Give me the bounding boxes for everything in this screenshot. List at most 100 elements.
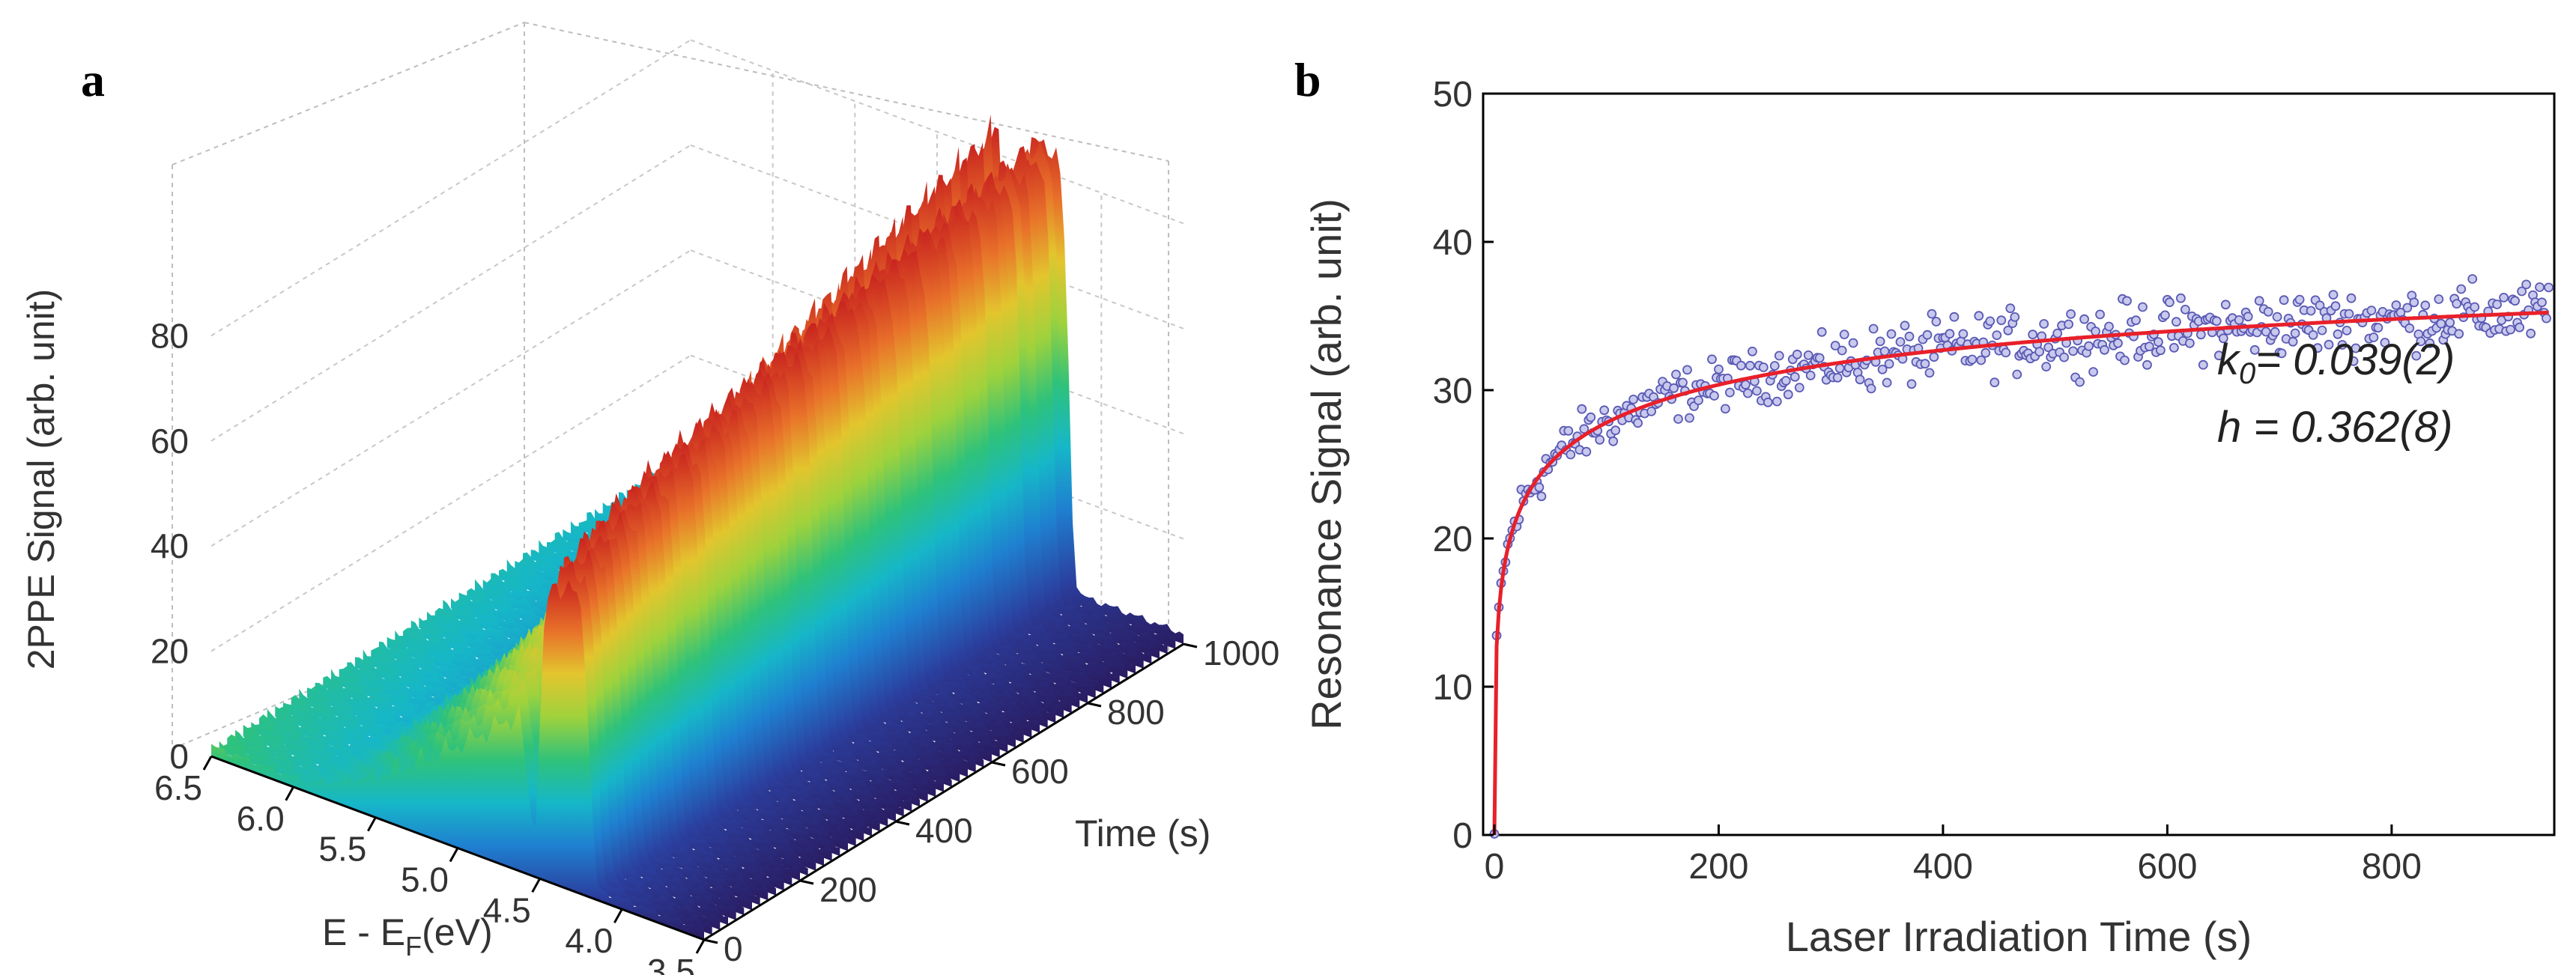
data-point xyxy=(2160,310,2170,321)
y-tick-label: 0 xyxy=(1452,816,1473,856)
data-point xyxy=(2454,329,2464,339)
data-point xyxy=(1868,324,1879,334)
data-point xyxy=(1781,375,1791,386)
data-point xyxy=(1747,346,1757,356)
data-point xyxy=(2270,326,2280,337)
data-point xyxy=(1967,354,1978,365)
data-point xyxy=(2213,350,2224,361)
data-point xyxy=(1794,383,1804,392)
data-point xyxy=(2315,300,2325,311)
data-point xyxy=(1669,383,1679,393)
data-point xyxy=(1996,315,2007,326)
data-point xyxy=(2348,356,2359,366)
data-point xyxy=(2526,328,2536,338)
data-point xyxy=(1581,446,1592,457)
surface-plot xyxy=(211,115,1184,940)
data-point xyxy=(1855,374,1865,385)
y-tick xyxy=(703,938,718,944)
grid-line xyxy=(172,22,525,165)
x-tick-label: 600 xyxy=(2137,847,2197,887)
data-point xyxy=(2445,318,2455,328)
data-point xyxy=(2088,367,2099,377)
data-point xyxy=(2542,313,2551,324)
y-tick-label: 200 xyxy=(819,870,877,909)
x-axis-label-unit: (eV) xyxy=(422,911,492,953)
z-tick-label: 80 xyxy=(151,316,189,355)
data-point xyxy=(2059,352,2070,362)
data-point xyxy=(1906,379,1917,389)
data-point xyxy=(2544,282,2554,293)
data-point xyxy=(2113,338,2123,348)
panel-b-label: b xyxy=(1294,53,1321,106)
y-tick xyxy=(1183,643,1198,649)
z-tick-label: 60 xyxy=(151,422,189,461)
data-point xyxy=(2034,347,2045,357)
data-point xyxy=(2312,343,2323,353)
data-point xyxy=(1958,329,1969,339)
data-point xyxy=(1599,405,1610,416)
data-point xyxy=(2290,328,2300,338)
data-point xyxy=(2243,312,2253,322)
data-point xyxy=(1882,377,1892,388)
data-point xyxy=(2373,323,2383,333)
y-axis-ticks: 0 10 20 30 40 50 xyxy=(1433,75,1494,856)
data-point xyxy=(2499,292,2509,303)
panel-a: a 0 20 40 60 80 6.5 6.0 5.5 5.0 4.5 4.0 3.5 0 200 40… xyxy=(20,22,1279,975)
data-point xyxy=(1682,365,1692,375)
x-tick-label: 4.5 xyxy=(483,890,531,929)
data-point xyxy=(1736,360,1746,371)
data-point xyxy=(2288,336,2298,347)
data-point xyxy=(2052,328,2063,338)
data-point xyxy=(1751,386,1762,396)
data-point xyxy=(2467,274,2478,284)
data-point xyxy=(1884,359,1894,369)
data-point xyxy=(2153,337,2163,347)
data-point xyxy=(1769,361,1780,371)
data-point xyxy=(2272,312,2282,322)
x-axis-label: E - EF(eV) xyxy=(322,911,493,962)
data-point xyxy=(2294,294,2305,305)
data-point xyxy=(1724,387,1735,398)
data-point xyxy=(2198,359,2208,370)
data-point xyxy=(1805,370,1816,380)
data-point xyxy=(2169,342,2179,353)
data-point xyxy=(2171,317,2181,327)
data-point xyxy=(2028,329,2038,340)
data-point xyxy=(1832,372,1843,383)
data-point xyxy=(2342,325,2352,335)
data-point xyxy=(2521,279,2532,290)
annotation-k0: k0= 0.039(2) xyxy=(2217,335,2455,390)
y-tick xyxy=(895,820,910,826)
y-tick-label: 1000 xyxy=(1203,634,1279,672)
data-point xyxy=(2010,312,2020,322)
data-point xyxy=(2091,326,2101,336)
data-point xyxy=(2515,322,2525,332)
data-point xyxy=(1707,354,1717,365)
fit-curve xyxy=(1492,310,2549,836)
data-point xyxy=(2184,338,2195,348)
data-point xyxy=(1608,436,1619,446)
annotation-h: h = 0.362(8) xyxy=(2217,403,2452,452)
z-axis-ticks: 0 20 40 60 80 xyxy=(151,316,189,776)
annotation-k0-subscript: 0 xyxy=(2239,357,2255,390)
data-point xyxy=(2180,304,2190,315)
data-point xyxy=(1633,418,1643,428)
y-tick-label: 10 xyxy=(1433,668,1473,708)
data-point xyxy=(1803,350,1813,360)
x-tick xyxy=(613,908,623,923)
data-point xyxy=(1628,395,1639,404)
x-axis-ticks: 6.5 6.0 5.5 5.0 4.5 4.0 3.5 xyxy=(154,756,706,975)
data-point xyxy=(1886,329,1897,339)
data-point xyxy=(1536,491,1547,502)
data-point xyxy=(2218,333,2228,344)
data-point xyxy=(2079,314,2090,324)
x-tick-label: 5.0 xyxy=(401,860,449,899)
data-point xyxy=(2404,323,2415,333)
data-point xyxy=(2344,309,2354,319)
data-point xyxy=(2366,306,2377,316)
x-tick-label: 3.5 xyxy=(647,952,695,975)
data-point xyxy=(2195,329,2206,340)
data-point xyxy=(1720,404,1730,414)
data-point xyxy=(2416,336,2426,347)
data-point xyxy=(2380,338,2390,347)
